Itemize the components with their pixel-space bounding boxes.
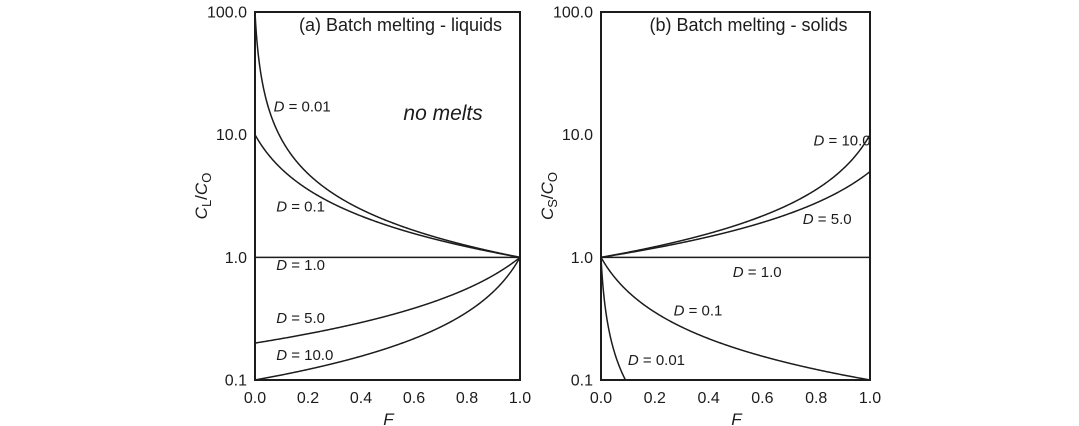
panel-a-xtick-2: 0.4: [350, 390, 372, 407]
panel-b-ytick-1: 10.0: [562, 127, 593, 144]
panel-a-curve-D-5: [254, 256, 521, 344]
panel-b-ytick-2: 1.0: [571, 250, 593, 267]
panel-a-ylabel: CL/CO: [192, 173, 214, 220]
panel-a-xtick-1: 0.2: [297, 390, 319, 407]
panel-a-xtick-5: 1.0: [509, 390, 531, 407]
panel-a-ytick-1: 10.0: [216, 127, 247, 144]
panel-b-xtick-2: 0.4: [697, 390, 719, 407]
panel-b-ylabel: CS/CO: [538, 172, 560, 220]
panel-a-curve-D-10: [254, 256, 521, 381]
panel-b-ytick-0: 100.0: [553, 5, 593, 22]
panel-b-xtick-4: 0.8: [805, 390, 827, 407]
panel-a-xlabel: F: [383, 410, 395, 426]
panel-a-curve-D-0.01: [254, 11, 521, 259]
panel-a-curve-label-D-10: D = 10.0: [276, 347, 333, 364]
panel-b-frame: [600, 11, 871, 381]
panel-b-ytick-3: 0.1: [571, 373, 593, 390]
panel-a-xtick-0: 0.0: [244, 390, 266, 407]
panel-b-xtick-1: 0.2: [644, 390, 666, 407]
panel-a-frame: [254, 11, 521, 381]
panel-a-ytick-0: 100.0: [207, 5, 247, 22]
panel-b-curve-label-D-1: D = 1.0: [733, 264, 782, 281]
panel-b-curve-D-0.01: [600, 256, 627, 381]
panel-b-xlabel: F: [731, 410, 743, 426]
panel-b-curve-D-10: [600, 133, 871, 259]
panel-a-curve-label-D-0.01: D = 0.01: [274, 98, 331, 115]
panel-b-curve-label-D-5: D = 5.0: [803, 211, 852, 228]
panel-a-curve-label-D-5: D = 5.0: [276, 310, 325, 327]
panel-a-title: (a) Batch melting - liquids: [299, 15, 502, 35]
panel-b-xtick-3: 0.6: [751, 390, 773, 407]
panel-b-xtick-0: 0.0: [590, 390, 612, 407]
panel-b-xtick-5: 1.0: [859, 390, 881, 407]
panel-a-annotation: no melts: [403, 102, 483, 125]
panel-a-ytick-2: 1.0: [225, 250, 247, 267]
panel-b-title: (b) Batch melting - solids: [649, 15, 847, 35]
panel-a-curve-label-D-1: D = 1.0: [276, 257, 325, 274]
panel-b-curve-D-5: [600, 170, 871, 259]
panel-b-curve-D-0.1: [600, 256, 871, 381]
panel-b-curve-label-D-0.1: D = 0.1: [674, 302, 723, 319]
panel-a-xtick-4: 0.8: [456, 390, 478, 407]
panel-b-curve-label-D-0.01: D = 0.01: [628, 352, 685, 369]
panel-a-xtick-3: 0.6: [403, 390, 425, 407]
panel-a-ytick-3: 0.1: [225, 373, 247, 390]
panel-b-curve-label-D-10: D = 10.0: [814, 132, 871, 149]
panel-a-curve-D-0.1: [254, 133, 521, 259]
panel-a-curve-label-D-0.1: D = 0.1: [276, 198, 325, 215]
